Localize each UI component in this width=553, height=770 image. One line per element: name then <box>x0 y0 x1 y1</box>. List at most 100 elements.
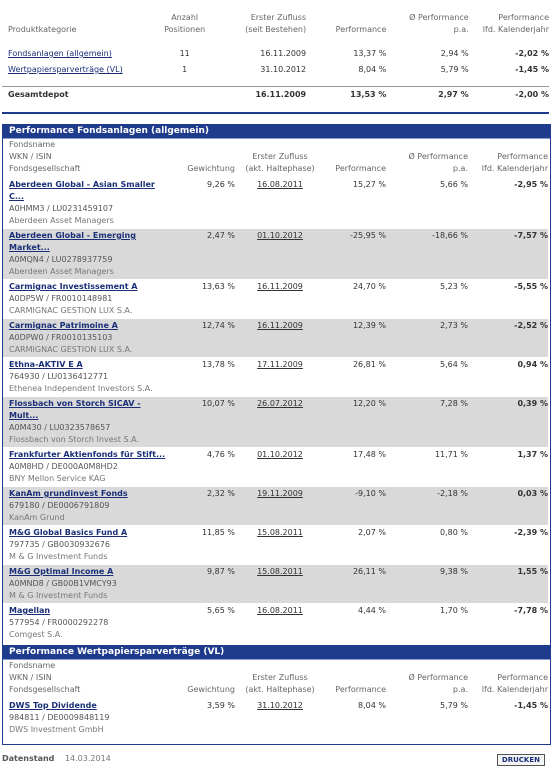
header-text: p.a. <box>452 164 468 173</box>
header-text: Performance <box>498 13 549 22</box>
header-cell: Erster Zufluss (seit Bestehen) <box>217 6 306 36</box>
header-cell: Performance <box>325 660 386 699</box>
print-button[interactable]: DRUCKEN <box>496 754 545 766</box>
fund-row: Frankfurter Aktienfonds für Stift... A0M8… <box>3 447 548 487</box>
header-cell: Ø Performance p.a. <box>386 660 468 699</box>
summary-row: Fondsanlagen (allgemein) 11 16.11.2009 13,3… <box>2 46 549 62</box>
fund-id: 764930 / LU0136412771 <box>9 372 109 381</box>
fund-name[interactable]: Aberdeen Global - Asian Smaller C... <box>9 180 155 201</box>
total-cell: -2,00 % <box>515 90 549 100</box>
weight: 13,78 % <box>171 357 235 397</box>
fund-id: 577954 / FR0000292278 <box>9 618 109 627</box>
header-cell: Gewichtung <box>171 139 235 178</box>
since-link[interactable]: 19.11.2009 <box>257 489 303 498</box>
header-cell: Performance lfd. Kalenderjahr <box>468 660 548 699</box>
fund-name[interactable]: Flossbach von Storch SICAV - Mult... <box>9 399 141 420</box>
fund-row: Carmignac Patrimoine A A0DPW0 / FR0010135… <box>3 318 548 358</box>
fund-name[interactable]: DWS Top Dividende <box>9 701 97 710</box>
header-cell: Erster Zufluss (akt. Haltephase) <box>235 660 325 699</box>
since-link[interactable]: 01.10.2012 <box>257 450 303 459</box>
summary-cell: 11 <box>179 49 190 58</box>
header-text: lfd. Kalenderjahr <box>481 164 548 173</box>
header-text: Positionen <box>164 25 206 34</box>
fund-name[interactable]: Aberdeen Global - Emerging Market... <box>9 231 136 252</box>
section-box: Performance Fondsanlagen (allgemein) Fond… <box>2 124 551 650</box>
total-label: Gesamtdepot <box>8 90 69 100</box>
summary-cell: 5,79 % <box>440 65 469 74</box>
header-text: (akt. Haltephase) <box>245 164 315 173</box>
divider <box>2 112 549 114</box>
header-cell: Ø Performance p.a. <box>386 139 468 178</box>
fund-company: M & G Investment Funds <box>9 591 108 600</box>
fund-cell: M&G Optimal Income A A0MND8 / GB00B1VMCY9… <box>3 564 171 604</box>
fund-name[interactable]: Carmignac Patrimoine A <box>9 321 118 330</box>
header-text: lfd. Kalenderjahr <box>482 25 549 34</box>
since-link[interactable]: 26.07.2012 <box>257 399 303 408</box>
since-link[interactable]: 16.11.2009 <box>257 282 303 291</box>
summary-cell: 31.10.2012 <box>260 65 307 74</box>
since-link[interactable]: 15.08.2011 <box>257 528 303 537</box>
since-link[interactable]: 16.08.2011 <box>257 606 303 615</box>
summary-row: Wertpapiersparverträge (VL) 1 31.10.2012 8,… <box>2 62 549 78</box>
fund-row: Carmignac Investissement A A0DP5W / FR001… <box>3 279 548 319</box>
fund-id: A0DP5W / FR0010148981 <box>9 294 113 303</box>
since-link[interactable]: 15.08.2011 <box>257 567 303 576</box>
fund-row: M&G Global Basics Fund A 797735 / GB00309… <box>3 525 548 565</box>
weight: 12,74 % <box>171 318 235 358</box>
footer: Datenstand 14.03.2014 DRUCKEN <box>2 754 549 768</box>
fund-name[interactable]: M&G Optimal Income A <box>9 567 114 576</box>
fund-name[interactable]: Ethna-AKTIV E A <box>9 360 83 369</box>
header-text: Erster Zufluss <box>250 13 307 22</box>
since-cell: 19.11.2009 <box>235 486 325 526</box>
category-link[interactable]: Wertpapiersparverträge (VL) <box>8 65 123 74</box>
fund-company: Flossbach von Storch Invest S.A. <box>9 435 139 444</box>
performance-pa: 5,23 % <box>386 279 468 319</box>
performance-pa: 5,64 % <box>386 357 468 397</box>
fund-row: Flossbach von Storch SICAV - Mult... A0M4… <box>3 396 548 448</box>
fund-name[interactable]: KanAm grundinvest Fonds <box>9 489 128 498</box>
category-link[interactable]: Fondsanlagen (allgemein) <box>8 49 112 58</box>
header-text: Gewichtung <box>187 164 235 173</box>
fund-name[interactable]: Magellan <box>9 606 51 615</box>
header-text: Fondsname <box>9 661 56 670</box>
header-text: Performance <box>497 673 548 682</box>
fund-company: KanAm Grund <box>9 513 65 522</box>
header-cell: Fondsname WKN / ISIN Fondsgesellschaft <box>3 660 171 699</box>
header-cell: Fondsname WKN / ISIN Fondsgesellschaft <box>3 139 171 178</box>
performance: 12,20 % <box>325 396 386 448</box>
weight: 2,47 % <box>171 228 235 280</box>
since-link[interactable]: 17.11.2009 <box>257 360 303 369</box>
performance: -9,10 % <box>325 486 386 526</box>
performance: 24,70 % <box>325 279 386 319</box>
fund-id: A0M430 / LU0323578657 <box>9 423 111 432</box>
section-title: Performance Fondsanlagen (allgemein) <box>3 125 550 139</box>
since-cell: 16.11.2009 <box>235 318 325 358</box>
since-cell: 26.07.2012 <box>235 396 325 448</box>
performance: 17,48 % <box>325 447 386 487</box>
since-link[interactable]: 31.10.2012 <box>257 701 303 710</box>
fund-cell: M&G Global Basics Fund A 797735 / GB00309… <box>3 525 171 565</box>
section-title: Performance Wertpapiersparverträge (VL) <box>3 646 550 660</box>
fund-id: A0MND8 / GB00B1VMCY93 <box>9 579 117 588</box>
since-cell: 16.08.2011 <box>235 178 325 229</box>
total-row: Gesamtdepot 16.11.2009 13,53 % 2,97 % -2,00 … <box>2 86 549 104</box>
performance-pa: 1,70 % <box>386 603 468 643</box>
fund-table: Fondsname WKN / ISIN Fondsgesellschaft Gewi… <box>3 139 548 643</box>
since-link[interactable]: 16.11.2009 <box>257 321 303 330</box>
since-link[interactable]: 16.08.2011 <box>257 180 303 189</box>
fund-name[interactable]: M&G Global Basics Fund A <box>9 528 128 537</box>
header-text: lfd. Kalenderjahr <box>481 685 548 694</box>
header-text: Ø Performance <box>408 673 468 682</box>
fund-name[interactable]: Frankfurter Aktienfonds für Stift... <box>9 450 166 459</box>
fund-company: BNY Mellon Service KAG <box>9 474 106 483</box>
fund-cell: Carmignac Patrimoine A A0DPW0 / FR0010135… <box>3 318 171 358</box>
performance-pa: 7,28 % <box>386 396 468 448</box>
fund-cell: Aberdeen Global - Asian Smaller C... A0HM… <box>3 178 171 229</box>
since-link[interactable]: 01.10.2012 <box>257 231 303 240</box>
fund-cell: Ethna-AKTIV E A 764930 / LU0136412771 Ethe… <box>3 357 171 397</box>
performance-ytd: -7,78 % <box>468 603 548 643</box>
fund-name[interactable]: Carmignac Investissement A <box>9 282 138 291</box>
header-cell: Performance lfd. Kalenderjahr <box>469 6 549 36</box>
summary-cell: 1 <box>182 65 188 74</box>
fund-row: Magellan 577954 / FR0000292278 Comgest S.A… <box>3 603 548 643</box>
